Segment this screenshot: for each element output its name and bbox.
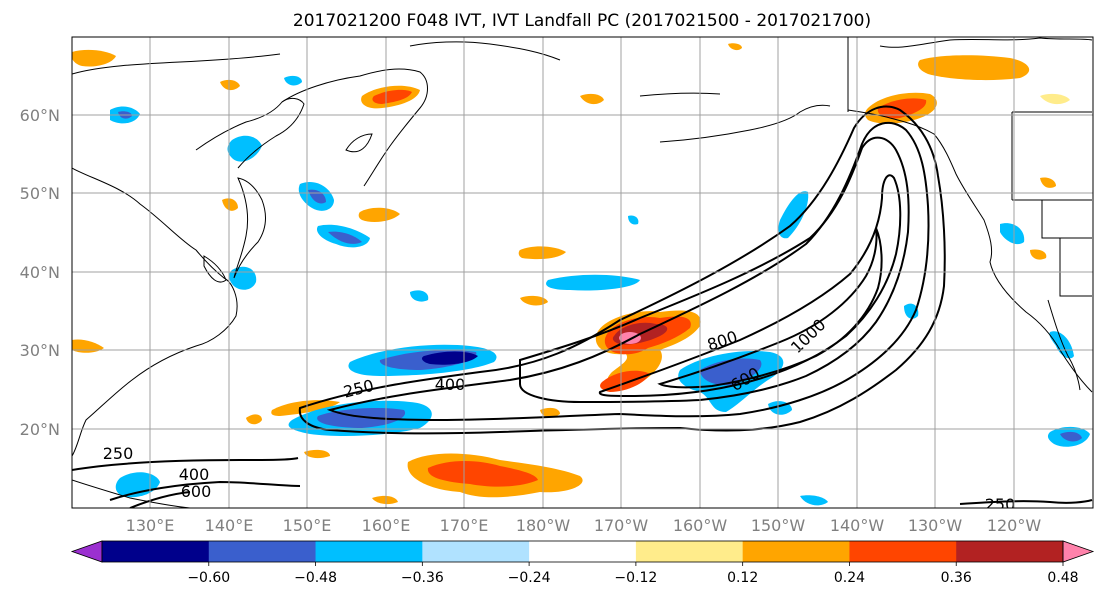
colorbar-bin [315, 541, 423, 562]
pc-positive-north [72, 43, 1070, 260]
ivt-label-400: 400 [435, 375, 466, 394]
coastlines [72, 37, 1093, 508]
colorbar-tick-label: −0.60 [187, 570, 230, 586]
lon-label: 120°W [987, 516, 1042, 535]
pc-shading [72, 43, 1090, 506]
colorbar-bin [742, 541, 850, 562]
lat-label: 60°N [20, 106, 60, 125]
colorbar: −0.60 −0.48 −0.36 −0.24 −0.12 0.12 0.24 0.36 0.4… [70, 540, 1095, 586]
figure-title: 2017021200 F048 IVT, IVT Landfall PC (20… [293, 11, 871, 31]
map-frame [71, 36, 1094, 509]
lon-label: 170°W [594, 516, 649, 535]
lon-label: 180°W [516, 516, 571, 535]
longitude-labels: 130°E 140°E 150°E 160°E 170°E 180°W 170°… [126, 516, 1042, 535]
colorbar-tick-label: 0.48 [1047, 570, 1078, 586]
lon-label: 170°E [440, 516, 489, 535]
colorbar-bin [635, 541, 744, 562]
colorbar-bin [956, 541, 1064, 562]
lon-label: 150°E [283, 516, 332, 535]
colorbar-tick-label: 0.12 [727, 570, 758, 586]
colorbar-tick-label: −0.24 [508, 570, 551, 586]
lat-label: 40°N [20, 263, 60, 282]
colorbar-tick-label: −0.36 [401, 570, 444, 586]
lat-label: 50°N [20, 184, 60, 203]
lon-label: 130°W [908, 516, 963, 535]
lon-label: 160°E [362, 516, 411, 535]
lon-label: 150°W [751, 516, 806, 535]
colorbar-bin [529, 541, 637, 562]
latitude-labels: 60°N 50°N 40°N 30°N 20°N [20, 106, 60, 439]
colorbar-bin [422, 541, 530, 562]
pc-positive-subtropics [72, 207, 583, 505]
lon-label: 140°E [205, 516, 254, 535]
ivt-label-250-east: 250 [985, 495, 1016, 514]
colorbar-extend-high [1062, 540, 1095, 563]
colorbar-tick-label: 0.36 [941, 570, 972, 586]
lat-label: 20°N [20, 420, 60, 439]
map-area: 250 400 600 800 1000 250 400 600 250 [72, 37, 1093, 514]
ivt-label-600-west: 600 [181, 482, 212, 501]
graticule [72, 37, 1093, 508]
colorbar-extend-low [70, 540, 103, 563]
lon-label: 130°E [126, 516, 175, 535]
colorbar-tick-label: 0.24 [834, 570, 865, 586]
lon-label: 160°W [673, 516, 728, 535]
colorbar-bin [849, 541, 957, 562]
ivt-label-400-west: 400 [179, 465, 210, 484]
colorbar-bin [102, 541, 210, 562]
colorbar-bin [208, 541, 317, 562]
lat-label: 30°N [20, 341, 60, 360]
colorbar-frame [101, 540, 1064, 563]
colorbar-tick-label: −0.48 [294, 570, 337, 586]
lon-label: 140°W [830, 516, 885, 535]
ivt-label-250-west: 250 [103, 444, 134, 463]
ivt-contours [72, 105, 1093, 508]
colorbar-tick-label: −0.12 [614, 570, 657, 586]
